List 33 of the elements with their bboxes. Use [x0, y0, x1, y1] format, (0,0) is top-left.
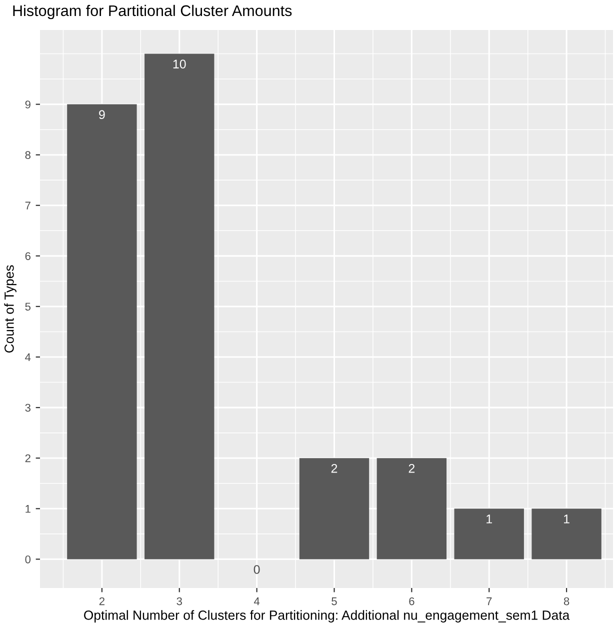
- y-axis-title: Count of Types: [4, 265, 16, 353]
- data-label: 10: [173, 60, 186, 68]
- bar: [67, 104, 137, 560]
- data-label: 2: [331, 464, 338, 473]
- y-tick-label: 0: [25, 555, 31, 564]
- y-tick-label: 4: [25, 353, 31, 362]
- bar: [144, 54, 214, 560]
- y-tick-label: 5: [25, 302, 31, 311]
- bar: [532, 508, 602, 560]
- x-tick-label: 6: [409, 597, 414, 606]
- bar: [376, 458, 447, 560]
- chart-title: Histogram for Partitional Cluster Amounts: [13, 4, 292, 20]
- y-tick-label: 6: [25, 252, 30, 260]
- y-tick-label: 3: [25, 404, 30, 412]
- x-tick-label: 2: [99, 597, 104, 606]
- y-tick-label: 8: [25, 151, 30, 159]
- data-label: 1: [564, 514, 570, 524]
- x-tick-label: 8: [564, 597, 570, 606]
- data-label: 1: [486, 514, 492, 524]
- x-axis-title: Optimal Number of Clusters for Partitioning: Additional nu_engagement_sem1 Data: [84, 610, 570, 622]
- data-label: 2: [408, 464, 415, 473]
- y-tick-label: 2: [25, 454, 30, 462]
- x-tick-label: 7: [486, 597, 492, 606]
- data-label: 9: [99, 110, 105, 120]
- x-tick-label: 3: [176, 597, 182, 606]
- bar: [454, 508, 524, 560]
- data-label: 0: [254, 565, 260, 574]
- bar: [299, 458, 370, 560]
- x-tick-label: 5: [332, 597, 337, 606]
- y-tick-label: 7: [25, 202, 30, 210]
- y-tick-label: 1: [26, 505, 30, 513]
- x-tick-label: 4: [254, 597, 260, 606]
- y-tick-label: 9: [25, 100, 30, 108]
